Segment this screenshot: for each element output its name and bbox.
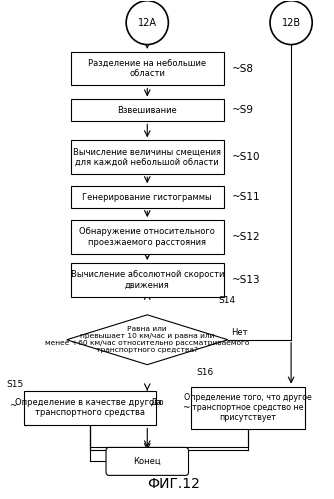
- Circle shape: [126, 0, 168, 44]
- Text: 12B: 12B: [282, 17, 301, 27]
- Text: S16: S16: [196, 368, 213, 377]
- Polygon shape: [67, 315, 228, 365]
- Text: ФИГ.12: ФИГ.12: [147, 478, 200, 492]
- FancyBboxPatch shape: [106, 448, 188, 476]
- Text: ~: ~: [9, 401, 17, 410]
- Text: Конец: Конец: [134, 457, 161, 466]
- Text: Да: Да: [150, 398, 162, 407]
- Text: Определение в качестве другого
транспортного средства: Определение в качестве другого транспорт…: [15, 398, 164, 417]
- Bar: [24, 391, 156, 425]
- Text: Разделение на небольшие
области: Разделение на небольшие области: [88, 59, 206, 78]
- Text: Определение того, что другое
транспортное средство не
присутствует: Определение того, что другое транспортно…: [184, 393, 312, 423]
- Text: ~S13: ~S13: [232, 275, 260, 285]
- Text: ~S11: ~S11: [232, 192, 260, 202]
- Text: 12A: 12A: [138, 17, 157, 27]
- Bar: [70, 140, 224, 174]
- Text: ~: ~: [182, 403, 189, 412]
- Text: Вычисление величины смещения
для каждой небольшой области: Вычисление величины смещения для каждой …: [73, 148, 221, 167]
- Text: Взвешивание: Взвешивание: [117, 106, 177, 115]
- Text: Нет: Нет: [231, 328, 247, 337]
- Text: ~S10: ~S10: [232, 152, 260, 162]
- Text: S14: S14: [218, 296, 235, 305]
- Text: S15: S15: [6, 380, 23, 389]
- Text: Вычисление абсолютной скорости
движения: Вычисление абсолютной скорости движения: [70, 270, 224, 289]
- Text: Обнаружение относительного
проезжаемого расстояния: Обнаружение относительного проезжаемого …: [79, 228, 215, 247]
- Text: ~S9: ~S9: [232, 105, 254, 115]
- Bar: [70, 220, 224, 254]
- Bar: [70, 51, 224, 85]
- Circle shape: [270, 0, 312, 44]
- Text: ~S8: ~S8: [232, 63, 254, 73]
- Bar: [70, 263, 224, 297]
- Text: Равна или
превышает 10 км/час и равна или
менее +60 км/час относительно рассматр: Равна или превышает 10 км/час и равна ил…: [45, 326, 249, 353]
- Text: ~S12: ~S12: [232, 232, 260, 242]
- Text: Генерирование гистограммы: Генерирование гистограммы: [82, 193, 212, 202]
- Bar: [70, 99, 224, 121]
- Bar: [70, 186, 224, 208]
- Bar: [191, 387, 305, 429]
